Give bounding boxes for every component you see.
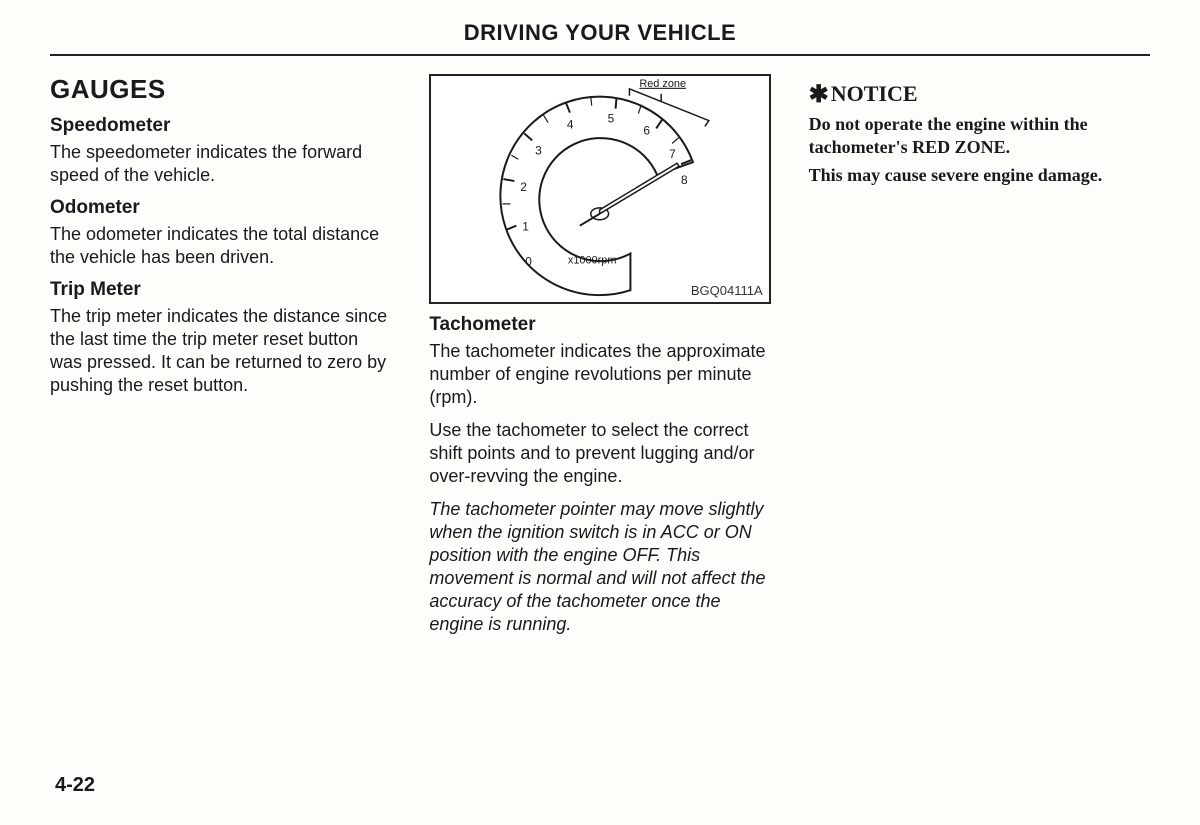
notice-body-1: Do not operate the engine within the tac… — [809, 113, 1150, 160]
numeral-3: 3 — [536, 143, 543, 157]
figure-code: BGQ04111A — [691, 283, 763, 298]
numeral-2: 2 — [521, 180, 528, 194]
body-trip-meter: The trip meter indicates the distance si… — [50, 305, 391, 397]
left-column: GAUGES Speedometer The speedometer indic… — [50, 74, 391, 646]
notice-star-icon: ✱ — [809, 82, 829, 108]
right-column: ✱NOTICE Do not operate the engine within… — [809, 74, 1150, 646]
section-title-gauges: GAUGES — [50, 74, 391, 105]
body-speedometer: The speedometer indicates the forward sp… — [50, 141, 391, 187]
page-number: 4-22 — [55, 774, 95, 797]
numeral-8: 8 — [681, 173, 688, 187]
subhead-odometer: Odometer — [50, 197, 391, 219]
subhead-trip-meter: Trip Meter — [50, 279, 391, 301]
numeral-1: 1 — [523, 220, 530, 234]
numeral-6: 6 — [644, 123, 651, 137]
notice-heading: ✱NOTICE — [809, 80, 1150, 109]
content-columns: GAUGES Speedometer The speedometer indic… — [50, 74, 1150, 646]
numeral-5: 5 — [608, 112, 615, 126]
numeral-0: 0 — [526, 254, 533, 268]
running-head: DRIVING YOUR VEHICLE — [50, 20, 1150, 56]
manual-page: DRIVING YOUR VEHICLE GAUGES Speedometer … — [0, 0, 1200, 825]
gauge-needle — [600, 163, 679, 214]
numeral-4: 4 — [567, 117, 574, 131]
body-tachometer-1: The tachometer indicates the approximate… — [429, 340, 770, 409]
body-odometer: The odometer indicates the total distanc… — [50, 223, 391, 269]
rpm-unit-label: x1000rpm — [568, 254, 617, 266]
body-tachometer-2: Use the tachometer to select the correct… — [429, 419, 770, 488]
body-tachometer-italic: The tachometer pointer may move slightly… — [429, 498, 770, 636]
tachometer-figure: 0 1 2 3 4 5 6 7 8 Red zo — [429, 74, 770, 304]
notice-label: NOTICE — [831, 81, 918, 106]
notice-body-2: This may cause severe engine damage. — [809, 164, 1150, 187]
red-zone-label: Red zone — [640, 78, 687, 90]
center-column: 0 1 2 3 4 5 6 7 8 Red zo — [429, 74, 770, 646]
numeral-7: 7 — [669, 147, 676, 161]
subhead-tachometer: Tachometer — [429, 314, 770, 336]
subhead-speedometer: Speedometer — [50, 115, 391, 137]
tachometer-svg: 0 1 2 3 4 5 6 7 8 Red zo — [431, 76, 768, 302]
